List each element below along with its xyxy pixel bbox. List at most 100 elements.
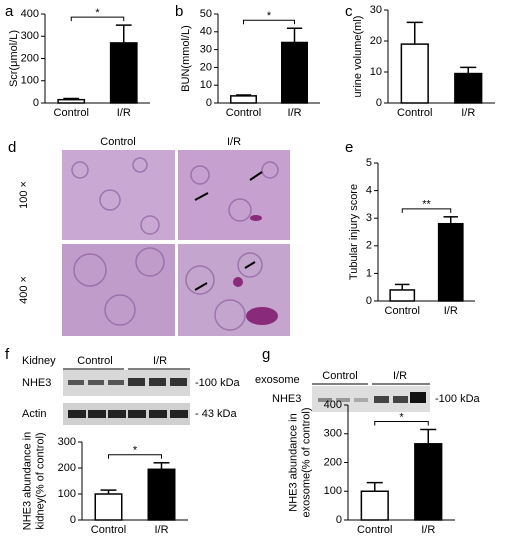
x-tick-label: I/R bbox=[421, 524, 435, 536]
bar bbox=[94, 493, 123, 521]
bar bbox=[360, 490, 389, 521]
band-label: Actin bbox=[22, 408, 46, 420]
bar bbox=[147, 468, 176, 521]
micrograph bbox=[62, 244, 175, 336]
blot bbox=[63, 370, 190, 396]
bar bbox=[454, 72, 483, 104]
size-label: -100 kDa bbox=[195, 377, 241, 389]
bands bbox=[318, 392, 426, 403]
y-axis-label: NHE3 abundance in bbox=[287, 413, 299, 511]
bar bbox=[400, 43, 429, 104]
y-tick-label: 30 bbox=[200, 44, 212, 56]
size-label: -100 kDa bbox=[435, 393, 481, 405]
y-tick-label: 100 bbox=[58, 488, 76, 500]
bar bbox=[414, 443, 443, 521]
panel-label: e bbox=[345, 139, 353, 156]
x-tick-label: Control bbox=[54, 107, 89, 119]
significance-label: ** bbox=[422, 199, 431, 211]
y-tick-label: 0 bbox=[33, 97, 39, 109]
panel-label: g bbox=[262, 346, 270, 363]
significance-bracket bbox=[243, 19, 295, 25]
y-tick-label: 100 bbox=[324, 485, 342, 497]
blot-kidney bbox=[63, 368, 190, 425]
row-label: 400 × bbox=[18, 276, 30, 304]
x-tick-label: Control bbox=[226, 107, 261, 119]
tissue-texture bbox=[71, 157, 279, 331]
band-label: NHE3 bbox=[272, 393, 301, 405]
bar bbox=[57, 98, 86, 104]
bar bbox=[281, 41, 308, 104]
panel-label: b bbox=[175, 3, 183, 20]
casts bbox=[233, 215, 278, 325]
y-tick-label: 10 bbox=[200, 79, 212, 91]
significance-bracket bbox=[108, 454, 162, 459]
y-tick-label: 400 bbox=[21, 8, 39, 20]
significance-label: * bbox=[95, 7, 100, 19]
significance-label: * bbox=[133, 445, 138, 457]
y-axis-label: urine volume(ml) bbox=[352, 16, 364, 98]
panel-label: f bbox=[5, 346, 10, 363]
y-tick-label: 20 bbox=[200, 61, 212, 73]
y-tick-label: 40 bbox=[200, 26, 212, 38]
group-label: I/R bbox=[393, 370, 407, 382]
y-tick-label: 10 bbox=[370, 66, 382, 78]
x-tick-label: Control bbox=[357, 524, 392, 536]
bar bbox=[109, 42, 138, 104]
row-label: 100 × bbox=[18, 181, 30, 209]
y-tick-label: 0 bbox=[376, 97, 382, 109]
y-axis-label: Tubular injury score bbox=[348, 184, 360, 280]
y-tick-label: 3 bbox=[366, 212, 372, 224]
y-tick-label: 50 bbox=[200, 8, 212, 20]
y-tick-label: 20 bbox=[370, 35, 382, 47]
y-tick-label: 0 bbox=[366, 295, 372, 307]
x-tick-label: I/R bbox=[444, 305, 458, 317]
y-tick-label: 0 bbox=[206, 97, 212, 109]
blot-exosome bbox=[312, 383, 430, 412]
y-axis-label: Scr(μmol/L) bbox=[8, 30, 20, 87]
micrograph bbox=[178, 150, 290, 240]
sample-label: Kidney bbox=[22, 355, 56, 367]
significance-bracket bbox=[374, 420, 429, 426]
significance-label: * bbox=[399, 411, 404, 423]
x-tick-label: Control bbox=[385, 305, 420, 317]
y-tick-label: 200 bbox=[21, 52, 39, 64]
column-label: Control bbox=[100, 136, 135, 148]
histology bbox=[62, 150, 290, 336]
y-tick-label: 200 bbox=[324, 456, 342, 468]
bar bbox=[389, 289, 416, 302]
y-tick-label: 300 bbox=[58, 436, 76, 448]
column-label: I/R bbox=[227, 136, 241, 148]
bar bbox=[230, 95, 257, 104]
group-label: I/R bbox=[153, 355, 167, 367]
group-label: Control bbox=[322, 370, 357, 382]
y-axis-label: BUN(mmol/L) bbox=[180, 25, 192, 92]
y-tick-label: 0 bbox=[70, 514, 76, 526]
y-tick-label: 100 bbox=[21, 75, 39, 87]
y-tick-label: 30 bbox=[370, 4, 382, 16]
y-tick-label: 300 bbox=[21, 30, 39, 42]
group-label: Control bbox=[77, 355, 112, 367]
blot bbox=[63, 403, 190, 425]
panel-label: d bbox=[8, 139, 16, 156]
x-tick-label: I/R bbox=[287, 107, 301, 119]
y-tick-label: 5 bbox=[366, 157, 372, 169]
y-tick-label: 1 bbox=[366, 267, 372, 279]
size-label: - 43 kDa bbox=[195, 408, 237, 420]
x-tick-label: Control bbox=[397, 107, 432, 119]
y-axis-label: exosome(% of control) bbox=[300, 407, 312, 517]
band-label: NHE3 bbox=[22, 377, 51, 389]
x-tick-label: Control bbox=[91, 524, 126, 536]
significance-bracket bbox=[401, 208, 452, 213]
x-tick-label: I/R bbox=[117, 107, 131, 119]
bands bbox=[68, 378, 188, 418]
y-tick-label: 4 bbox=[366, 185, 372, 197]
significance-bracket bbox=[70, 16, 125, 22]
y-axis-label: kidney(% of control) bbox=[34, 432, 46, 529]
x-tick-label: I/R bbox=[154, 524, 168, 536]
y-axis-label: NHE3 abundance in bbox=[21, 432, 33, 530]
y-tick-label: 300 bbox=[324, 428, 342, 440]
y-tick-label: 2 bbox=[366, 240, 372, 252]
y-tick-label: 0 bbox=[336, 514, 342, 526]
panel-label: a bbox=[5, 3, 14, 20]
